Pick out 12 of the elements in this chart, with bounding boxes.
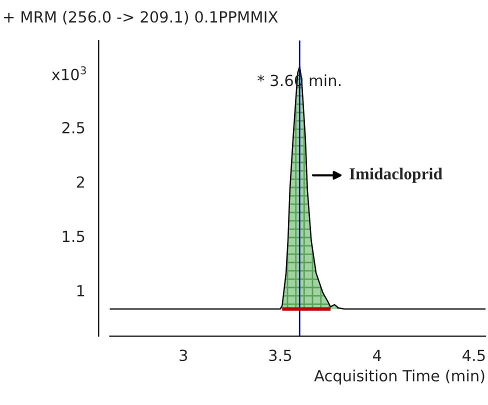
y-tick-label: 1 bbox=[77, 285, 84, 296]
annotation: Imidacloprid bbox=[350, 168, 442, 183]
chart-title: + MRM (256.0 -> 209.1) 0.1PPMMIX bbox=[4, 10, 278, 24]
x-axis-title: Acquisition Time (min) bbox=[314, 370, 484, 384]
y-tick-label: 2 bbox=[76, 176, 84, 188]
x-tick-label: 4 bbox=[372, 350, 382, 361]
x-tick-label: 4.5 bbox=[462, 350, 485, 362]
x-tick-label: 3 bbox=[180, 350, 188, 362]
y-tick-label: 1.5 bbox=[62, 230, 84, 242]
y-axis-title: x10$^{3}$ bbox=[52, 66, 86, 80]
x-tick-label: 3.5 bbox=[269, 350, 292, 362]
y-tick-label: 2.5 bbox=[62, 122, 84, 134]
